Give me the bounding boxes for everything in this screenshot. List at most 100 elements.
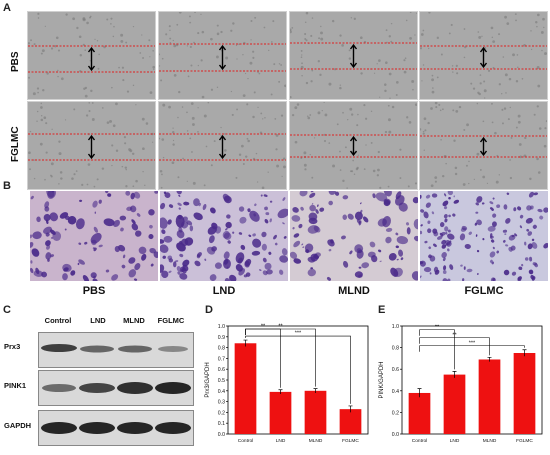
transwell-label-fglmc: FGLMC: [464, 285, 504, 297]
significance-label: **: [452, 332, 457, 338]
y-tick-label: 0.8: [218, 346, 225, 352]
bar-mlnd: [304, 390, 327, 434]
blot-bands-pink1: [42, 382, 191, 394]
x-tick-label: LND: [276, 438, 286, 444]
y-tick-label: 0.6: [392, 367, 399, 373]
blot-col-control: Control: [44, 316, 72, 325]
plot-frame: [401, 325, 543, 435]
x-tick-label: Control: [238, 438, 253, 444]
wound-width-arrow-icon: [479, 136, 488, 157]
y-tick-label: 1.0: [392, 324, 399, 330]
scratch-row-label-pbs: PBS: [10, 51, 21, 72]
bar-mlnd: [478, 359, 501, 434]
error-bar: [417, 388, 422, 398]
y-tick-label: 0.7: [218, 356, 225, 362]
significance-bracket: [419, 329, 455, 370]
panel-letter-b: B: [3, 180, 11, 192]
blot-strip-pink1: [38, 370, 194, 406]
blot-row-prx3: Prx3: [4, 342, 21, 351]
y-tick-label: 0.2: [218, 410, 225, 416]
y-tick-label: 0.6: [218, 367, 225, 373]
y-tick-label: 0.3: [218, 400, 225, 406]
transwell-label-pbs: PBS: [82, 285, 106, 297]
blot-bands-gapdh: [41, 422, 191, 434]
y-tick-label: 1.0: [218, 324, 225, 330]
scratch-micrograph: [289, 101, 418, 190]
wound-width-arrow-icon: [349, 43, 358, 69]
micrograph-image: [290, 12, 417, 99]
micrograph-image: [28, 102, 155, 189]
scratch-micrograph: [419, 11, 548, 100]
blot-strip-prx3: [38, 332, 194, 368]
significance-label: ***: [295, 331, 302, 337]
error-bar: [313, 388, 318, 393]
blot-strip-gapdh: [38, 410, 194, 446]
x-tick-label: FGLMC: [342, 438, 359, 444]
significance-label: **: [435, 324, 440, 330]
bar-fglmc: [513, 353, 536, 434]
scratch-row-label-fglmc: FGLMC: [10, 126, 21, 162]
significance-bracket: [245, 328, 316, 387]
significance-label: **: [261, 324, 266, 330]
error-bar: [278, 389, 283, 395]
panel-letter-a: A: [3, 2, 11, 14]
x-tick-label: Control: [412, 438, 427, 444]
y-tick-label: 0.4: [392, 389, 399, 395]
bar-chart-svg: 0.0 0.1 0.2 0.3 0.4 0.5 0.6 0.7 0.8 0.9 1.0 Prx3/GA…: [205, 324, 369, 444]
significance-bracket: [245, 335, 351, 404]
transwell-label-mlnd: MLND: [338, 285, 370, 297]
micrograph-image: [290, 102, 417, 189]
wound-width-arrow-icon: [87, 46, 96, 72]
y-tick-label: 0.1: [218, 421, 225, 427]
y-tick-label: 0.9: [218, 335, 225, 341]
panel-letter-d: D: [205, 304, 213, 316]
bar-control: [234, 343, 257, 434]
blot-col-mlnd: MLND: [123, 316, 145, 325]
blot-bands-prx3: [41, 344, 188, 353]
scratch-micrograph: [27, 101, 156, 190]
significance-bracket: [419, 337, 490, 356]
error-bar: [452, 371, 457, 378]
transwell-micrograph: [290, 191, 418, 281]
x-tick-label: LND: [450, 438, 460, 444]
blot-row-gapdh: GAPDH: [4, 421, 32, 430]
wound-width-arrow-icon: [218, 134, 227, 160]
micrograph-image: [28, 12, 155, 99]
transwell-image: [420, 191, 548, 281]
micrograph-image: [420, 102, 547, 189]
y-tick-label: 0.8: [392, 346, 399, 352]
significance-label: ***: [469, 340, 476, 346]
transwell-label-lnd: LND: [212, 285, 236, 297]
error-bar: [487, 356, 492, 362]
wound-width-arrow-icon: [87, 134, 96, 160]
y-tick-label: 0.4: [218, 389, 225, 395]
bar-fglmc: [339, 409, 362, 434]
bar-chart-svg: 0.0 0.2 0.4 0.6 0.8 1.0 PINK/GAPDH Control LND ML…: [379, 324, 543, 444]
transwell-micrograph: [160, 191, 288, 281]
y-tick-label: 0.0: [392, 432, 399, 438]
x-tick-label: FGLMC: [516, 438, 533, 444]
scratch-micrograph: [289, 11, 418, 100]
error-bar: [522, 349, 527, 357]
y-axis-label: Prx3/GAPDH: [205, 362, 211, 397]
transwell-image: [290, 191, 418, 281]
blot-col-lnd: LND: [90, 316, 106, 325]
micrograph-image: [159, 12, 286, 99]
wound-width-arrow-icon: [218, 44, 227, 71]
transwell-image: [160, 191, 288, 281]
significance-bracket: [419, 345, 525, 352]
y-tick-label: 0.0: [218, 432, 225, 438]
error-bar: [243, 339, 248, 347]
scratch-micrograph: [419, 101, 548, 190]
bar-lnd: [443, 374, 466, 434]
significance-label: **: [278, 324, 283, 330]
transwell-micrograph: [420, 191, 548, 281]
y-tick-label: 0.2: [392, 410, 399, 416]
transwell-image: [30, 191, 158, 281]
blot-row-pink1: PINK1: [4, 381, 27, 390]
blot-col-fglmc: FGLMC: [157, 316, 185, 325]
y-tick-label: 0.5: [218, 378, 225, 384]
micrograph-image: [159, 102, 286, 189]
x-tick-label: MLND: [309, 438, 323, 444]
x-tick-label: MLND: [483, 438, 497, 444]
